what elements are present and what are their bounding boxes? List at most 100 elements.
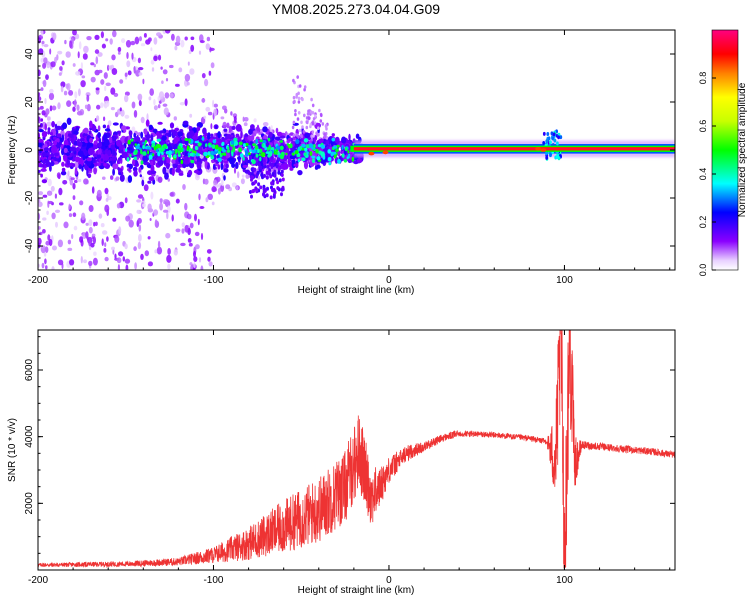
heatmap-cell [173,249,178,256]
heatmap-cell [320,144,325,149]
heatmap-cell [150,47,153,52]
heatmap-cell [535,147,542,151]
heatmap-cell [346,156,349,160]
heatmap-cell [309,110,313,114]
heatmap-cell [198,193,201,201]
heatmap-cell [188,138,191,144]
heatmap-cell [162,166,167,175]
heatmap-cell [342,153,345,158]
heatmap-cell [112,248,115,255]
heatmap-cell [303,87,306,92]
heatmap-cell [76,104,80,111]
heatmap-cell [150,59,155,65]
heatmap-cell [60,85,64,93]
heatmap-cell [327,149,332,154]
heatmap-cell [275,127,279,134]
heatmap-cell [121,38,126,44]
heatmap-cell [61,60,65,66]
heatmap-cell [313,144,316,149]
heatmap-cell [297,100,301,104]
heatmap-cell [256,124,260,132]
heatmap-cell [204,160,208,167]
heatmap-cell [207,256,211,262]
heatmap-cell [318,108,321,113]
heatmap-cell [140,253,144,260]
heatmap-cell [38,197,41,203]
heatmap-cell [298,84,302,88]
heatmap-cell [276,159,279,164]
heatmap-cell [42,217,47,221]
heatmap-cell [114,235,120,243]
heatmap-cell [81,145,87,150]
heatmap-cell [226,134,232,139]
heatmap-cell [51,105,57,111]
heatmap-cell [271,188,275,193]
heatmap-cell [301,97,304,102]
colorbar-ticks: 0.0 0.2 0.4 0.6 0.8 [698,72,716,276]
heatmap-cell [118,172,122,176]
heatmap-cell [87,147,95,156]
heatmap-cell [91,125,97,132]
heatmap-cell [104,85,107,92]
heatmap-cell [184,36,188,41]
heatmap-cell [124,148,128,152]
heatmap-cell [103,133,108,141]
heatmap-cell [255,153,259,158]
heatmap-cell [43,147,49,152]
y-tick-label: 4000 [24,425,35,448]
heatmap-cell [38,129,44,133]
snr-frame [37,329,676,571]
heatmap-cell [147,236,151,240]
heatmap-cell [117,51,121,55]
heatmap-cell [292,95,296,100]
heatmap-cell [157,240,161,249]
heatmap-cell [147,150,150,155]
heatmap-cell [54,56,57,64]
colorbar-gradient [711,29,739,271]
heatmap-cell [258,153,261,157]
heatmap-cell [46,121,52,127]
heatmap-cell [330,151,334,157]
heatmap-cell [133,156,137,161]
heatmap-cell [111,68,118,75]
heatmap-cell [547,136,551,141]
heatmap-cell [86,103,91,112]
heatmap-cell [53,152,60,157]
heatmap-cell [55,221,58,228]
heatmap-cell [140,43,146,47]
heatmap-cell [318,138,324,143]
heatmap-cell [109,38,113,45]
heatmap-cell [196,122,203,128]
heatmap-cell [233,167,237,174]
heatmap-cell [287,138,292,142]
heatmap-cell [118,157,122,161]
heatmap-cell [197,218,200,226]
heatmap-cell [193,250,196,258]
heatmap-cell [303,161,309,170]
heatmap-cell [316,133,320,137]
heatmap-cell [156,157,161,162]
heatmap-cell [119,79,124,84]
heatmap-cell [94,34,100,41]
heatmap-cell [100,223,105,228]
heatmap-cell [102,230,108,235]
heatmap-cell [78,88,81,97]
heatmap-cell [140,149,143,155]
heatmap-cell [262,139,267,145]
heatmap-cell [217,157,222,162]
heatmap-cell [99,148,102,155]
x-tick-label: -200 [28,575,48,586]
heatmap-cell [111,156,116,161]
heatmap-cell [304,132,310,139]
heatmap-cell [334,136,340,144]
heatmap-cell [341,144,344,150]
heatmap-cell [131,126,136,132]
heatmap-cell [58,72,62,76]
heatmap-cell [545,151,548,156]
heatmap-cell [143,184,149,192]
heatmap-cell [161,151,164,156]
heatmap-cell [211,154,214,158]
heatmap-cell [93,221,96,227]
heatmap-cell [193,262,196,269]
